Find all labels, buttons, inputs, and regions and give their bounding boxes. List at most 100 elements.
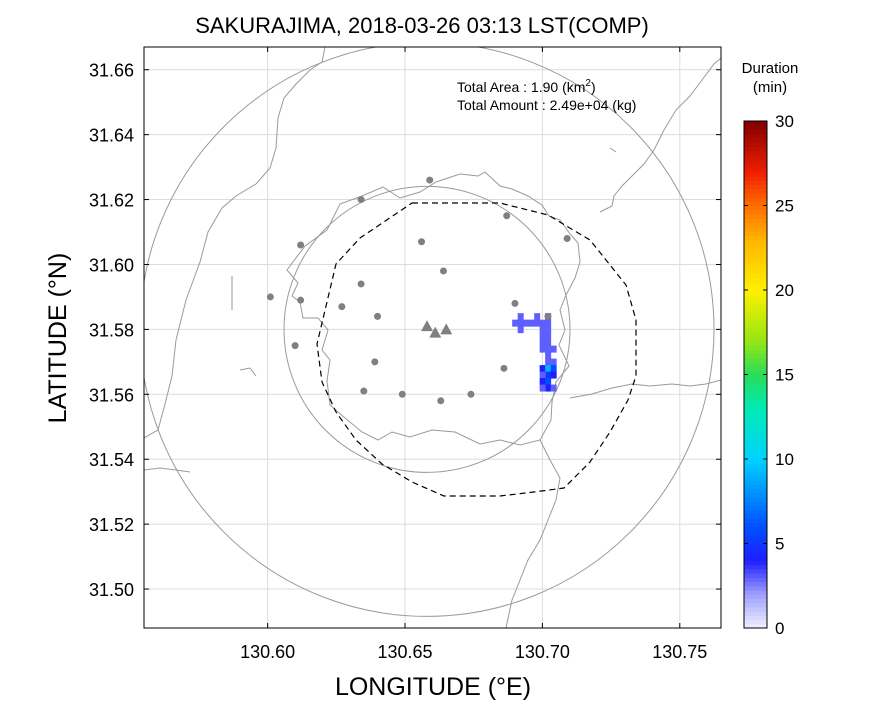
y-tick-label: 31.54	[89, 450, 134, 470]
colorbar-segment	[744, 281, 767, 287]
colorbar-segment	[744, 556, 767, 561]
station-markers	[266, 176, 571, 405]
colorbar-segment	[744, 399, 767, 405]
colorbar-segment	[744, 201, 767, 207]
colorbar-segment	[744, 344, 767, 350]
totals-annotation: Total Area : 1.90 (km2) Total Amount : 2…	[457, 78, 636, 113]
colorbar-tick-label: 25	[775, 197, 794, 216]
colorbar-tick-label: 15	[775, 366, 794, 385]
colorbar-tick-label: 0	[775, 619, 784, 638]
ash-cell	[545, 345, 552, 353]
ash-cell	[545, 365, 552, 373]
colorbar-segment	[744, 606, 767, 612]
colorbar-segment	[744, 243, 767, 249]
colorbar-segment	[744, 387, 767, 392]
y-axis-label: LATITUDE (°N)	[44, 253, 72, 424]
colorbar-title: Duration	[742, 60, 799, 77]
station-marker	[439, 267, 447, 275]
colorbar-segment	[744, 137, 767, 143]
colorbar-segment	[744, 268, 767, 274]
colorbar-unit: (min)	[753, 79, 787, 96]
colorbar-segment	[744, 171, 767, 177]
y-tick-label: 31.64	[89, 126, 134, 146]
colorbar-segment	[744, 437, 767, 443]
colorbar-segment	[744, 615, 767, 621]
colorbar-segment	[744, 480, 767, 485]
total-area-text: Total Area : 1.90 (km2)	[457, 78, 596, 95]
colorbar-segment	[744, 260, 767, 266]
colorbar-segment	[744, 192, 767, 198]
colorbar-segment	[744, 577, 767, 583]
plot-area	[143, 46, 722, 629]
colorbar-segment	[744, 475, 767, 481]
ash-cell	[545, 358, 552, 366]
colorbar-segment	[744, 239, 767, 245]
colorbar-segment	[744, 264, 767, 270]
x-tick-label: 130.60	[240, 642, 295, 662]
colorbar-segment	[744, 535, 767, 540]
colorbar-segment	[744, 218, 767, 223]
colorbar-segment	[744, 412, 767, 418]
colorbar-segment	[744, 306, 767, 312]
ash-cell	[545, 378, 552, 386]
station-marker	[418, 238, 426, 246]
station-marker	[398, 390, 406, 398]
colorbar-segment	[744, 133, 767, 139]
colorbar-segment	[744, 213, 767, 219]
vent-markers	[421, 320, 453, 338]
colorbar-segment	[744, 146, 767, 152]
station-marker	[291, 342, 299, 350]
coastline	[144, 47, 721, 628]
colorbar-gradient	[744, 121, 767, 629]
colorbar-segment	[744, 180, 767, 185]
colorbar-segment	[744, 129, 767, 135]
station-marker	[297, 241, 305, 249]
station-marker	[297, 296, 305, 304]
y-tick-label: 31.62	[89, 191, 134, 211]
station-marker	[338, 303, 346, 311]
colorbar-segment	[744, 378, 767, 384]
colorbar-segment	[744, 349, 767, 354]
colorbar-segment	[744, 319, 767, 325]
x-axis-ticks: 130.60 130.65 130.70 130.75	[240, 47, 707, 662]
colorbar-segment	[744, 560, 767, 566]
colorbar-segment	[744, 205, 767, 211]
vent-marker	[429, 326, 442, 338]
colorbar-segment	[744, 497, 767, 502]
y-tick-label: 31.58	[89, 320, 134, 340]
colorbar-segment	[744, 332, 767, 338]
mainland-southeast-coastline	[569, 379, 721, 399]
colorbar-segment	[744, 328, 767, 333]
mainland-west-coastline	[144, 47, 326, 439]
colorbar-segment	[744, 175, 767, 181]
colorbar-segment	[744, 408, 767, 414]
colorbar-segment	[744, 353, 767, 359]
ash-cell	[539, 365, 546, 373]
colorbar-segment	[744, 167, 767, 173]
range-circle-10km	[144, 47, 715, 617]
colorbar-segment	[744, 340, 767, 346]
colorbar-segment	[744, 433, 767, 439]
x-tick-label: 130.70	[515, 642, 570, 662]
colorbar-segment	[744, 513, 767, 519]
station-marker	[500, 364, 508, 372]
ash-cell	[539, 345, 546, 353]
station-marker	[360, 387, 368, 395]
colorbar-segment	[744, 564, 767, 570]
ash-cell	[545, 384, 552, 392]
colorbar-segment	[744, 247, 767, 253]
colorbar-segment	[744, 294, 767, 300]
ash-cell	[539, 332, 546, 340]
ash-cell	[539, 371, 546, 379]
station-marker	[374, 312, 382, 320]
y-tick-label: 31.60	[89, 255, 134, 275]
colorbar-segment	[744, 454, 767, 460]
station-marker	[426, 176, 434, 184]
station-marker	[544, 312, 552, 320]
small-coast-segment	[239, 367, 257, 377]
colorbar-segment	[744, 568, 767, 574]
colorbar-segment	[744, 391, 767, 397]
dashed-ash-boundary	[316, 202, 637, 497]
colorbar-segment	[744, 256, 767, 262]
